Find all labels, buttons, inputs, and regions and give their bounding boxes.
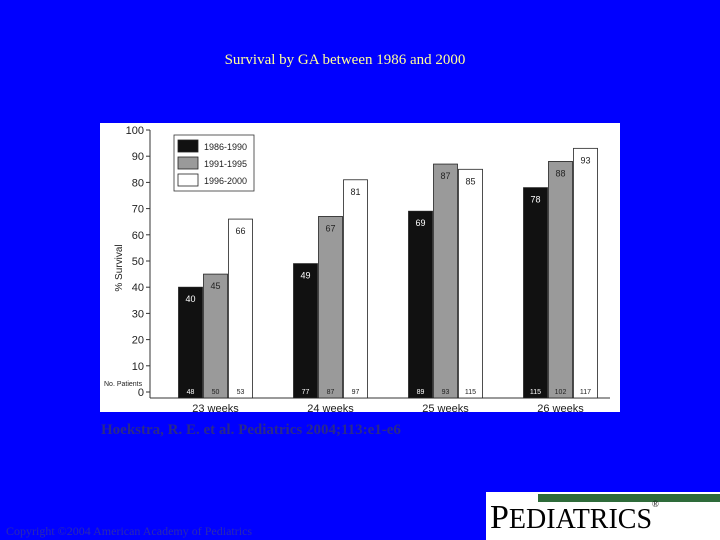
patient-count-label: 48 [187, 389, 195, 396]
bar-value-label: 81 [350, 187, 360, 197]
bar-value-label: 78 [530, 195, 540, 205]
slide-title: Survival by GA between 1986 and 2000 [224, 52, 466, 68]
bar-value-label: 69 [415, 218, 425, 228]
y-tick-label: 30 [132, 308, 144, 320]
patient-count-label: 89 [417, 389, 425, 396]
legend-label: 1986-1990 [204, 142, 247, 152]
bar [433, 163, 458, 399]
copyright-notice: Copyright ©2004 American Academy of Pedi… [6, 524, 253, 538]
chart-panel: 0 10 20 30 40 50 60 70 80 90 100 % Survival 40 48 45 50… [100, 123, 620, 412]
bar-value-label: 87 [440, 171, 450, 181]
y-tick-label: 100 [126, 125, 144, 137]
bar-value-label: 40 [185, 294, 195, 304]
patient-count-label: 93 [442, 389, 450, 396]
bar [318, 216, 343, 399]
bar [178, 286, 203, 399]
bar [228, 218, 253, 399]
bar [408, 210, 433, 399]
x-tick-label: 23 weeks [192, 403, 239, 412]
patient-count-label: 97 [352, 389, 360, 396]
legend-swatch [177, 173, 199, 187]
bar-value-label: 66 [235, 226, 245, 236]
y-tick-label: 80 [132, 177, 144, 189]
y-tick-label: 50 [132, 256, 144, 268]
y-tick-label: 10 [132, 361, 144, 373]
legend-label: 1996-2000 [204, 176, 247, 186]
bar [343, 179, 368, 399]
y-tick-label: 60 [132, 230, 144, 242]
x-tick-label: 25 weeks [422, 403, 469, 412]
bar [573, 147, 598, 399]
patient-count-label: 87 [327, 389, 335, 396]
patient-count-label: 102 [555, 389, 567, 396]
patients-row-label: No. Patients [104, 381, 143, 388]
legend-label: 1991-1995 [204, 159, 247, 169]
logo-bar [538, 494, 720, 502]
y-tick-label: 40 [132, 282, 144, 294]
survival-bar-chart: 0 10 20 30 40 50 60 70 80 90 100 % Survival 40 48 45 50… [104, 125, 610, 412]
y-axis-label: % Survival [114, 244, 125, 291]
patient-count-label: 50 [212, 389, 220, 396]
pediatrics-logo: PEDIATRICS® [486, 492, 720, 540]
patient-count-label: 115 [465, 389, 476, 396]
citation: Hoekstra, R. E. et al. Pediatrics 2004;1… [101, 422, 401, 438]
bar-value-label: 67 [325, 223, 335, 233]
y-tick-label: 70 [132, 204, 144, 216]
y-tick-label: 90 [132, 151, 144, 163]
legend-swatch [177, 139, 199, 153]
bar [293, 263, 318, 399]
patient-count-label: 77 [302, 389, 310, 396]
bar-value-label: 45 [210, 281, 220, 291]
bar-value-label: 49 [300, 271, 310, 281]
x-tick-label: 26 weeks [537, 403, 584, 412]
bar [548, 161, 573, 399]
patient-count-label: 53 [237, 389, 245, 396]
bar-value-label: 88 [555, 168, 565, 178]
bar [203, 273, 228, 399]
patient-count-label: 117 [580, 389, 591, 396]
bar-value-label: 85 [465, 176, 475, 186]
x-tick-label: 24 weeks [307, 403, 354, 412]
bar-value-label: 93 [580, 155, 590, 165]
legend-swatch [177, 156, 199, 170]
bar [458, 168, 483, 399]
y-tick-label: 20 [132, 335, 144, 347]
bar [523, 187, 548, 399]
patient-count-label: 115 [530, 389, 541, 396]
y-tick-label: 0 [138, 387, 144, 399]
logo-wordmark: PEDIATRICS® [490, 499, 659, 536]
